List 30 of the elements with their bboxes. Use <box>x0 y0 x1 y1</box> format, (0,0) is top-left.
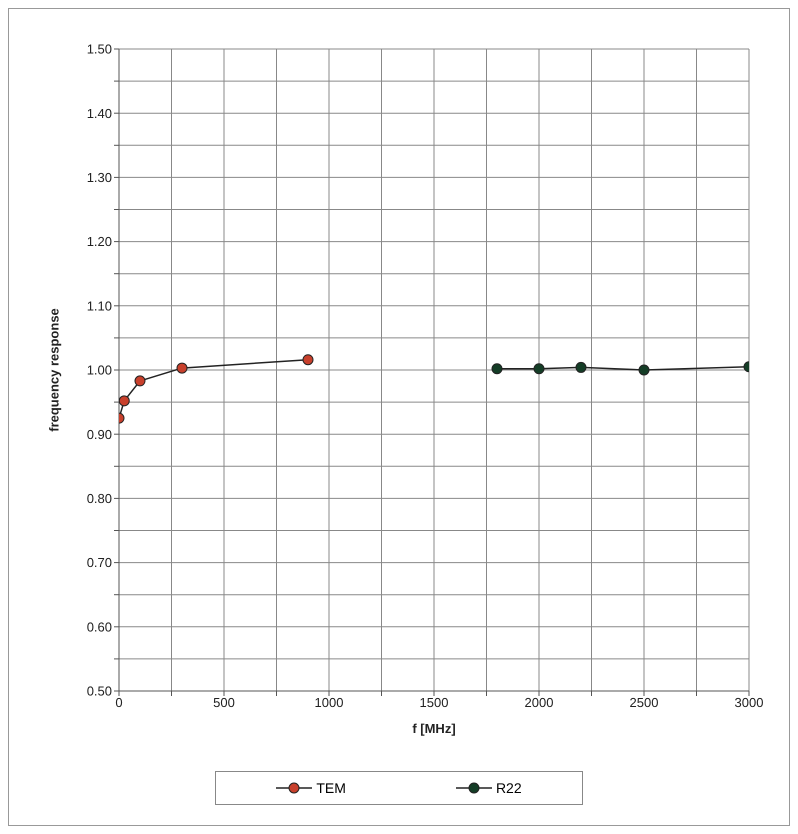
point <box>176 362 188 374</box>
point <box>492 363 502 374</box>
point <box>302 354 314 366</box>
point <box>638 364 650 376</box>
y-tick-label: 0.50 <box>86 684 112 699</box>
point <box>134 375 146 386</box>
y-tick-label: 0.90 <box>86 426 112 442</box>
y-tick-label: 0.70 <box>86 555 112 570</box>
x-tick-label: 1000 <box>314 695 344 710</box>
x-axis-title: f [MHz] <box>412 721 456 736</box>
y-tick-label: 0.60 <box>86 619 112 634</box>
x-tick-label: 2500 <box>630 695 658 710</box>
x-tick-label: 0 <box>115 695 123 710</box>
y-tick-label: 1.40 <box>86 106 112 121</box>
x-tick-label: 500 <box>213 695 235 710</box>
legend-label: TEM <box>315 780 346 796</box>
x-tick-label: 2000 <box>524 695 554 710</box>
legend-label: R22 <box>494 780 522 796</box>
y-tick-label: 1.10 <box>86 298 112 314</box>
point <box>576 362 586 373</box>
point <box>119 395 130 406</box>
x-tick-label: 1500 <box>420 695 448 710</box>
y-tick-label: 1.00 <box>86 362 112 378</box>
y-tick-label: 1.50 <box>86 42 112 57</box>
y-tick-label: 0.80 <box>86 491 112 506</box>
x-tick-label: 3000 <box>734 695 764 710</box>
y-tick-label: 1.30 <box>86 170 112 186</box>
point <box>534 363 544 374</box>
y-axis-title: frequency response <box>46 308 62 432</box>
y-tick-label: 1.20 <box>86 234 112 250</box>
